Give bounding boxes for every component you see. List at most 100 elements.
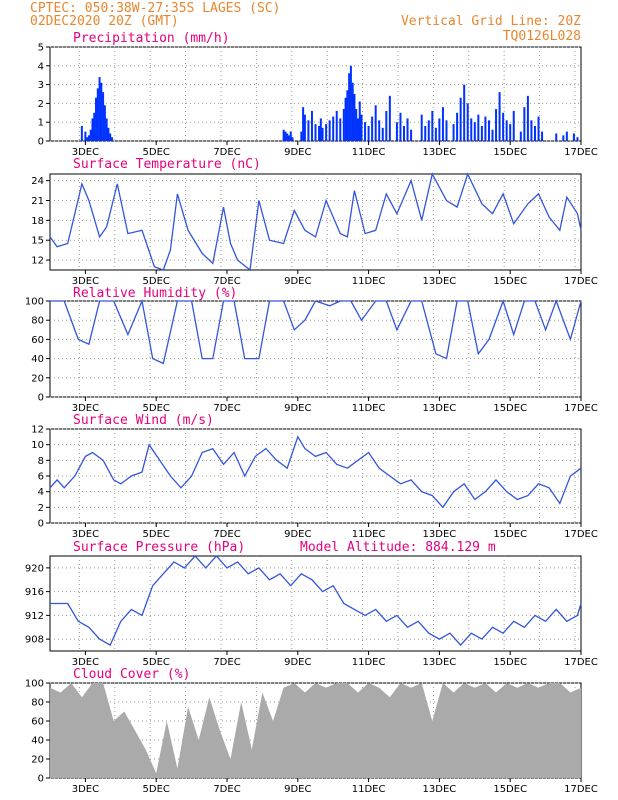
- humidity-xtick-label: 11DEC: [352, 403, 386, 414]
- precipitation-bar: [491, 129, 494, 141]
- precipitation-bar: [509, 124, 512, 141]
- wind-xtick-label: 11DEC: [352, 529, 386, 540]
- precipitation-bar: [533, 125, 536, 141]
- wind-xtick-label: 5DEC: [143, 529, 170, 540]
- pressure-frame: [49, 555, 582, 652]
- precipitation-bar: [399, 112, 402, 141]
- precipitation-bar: [109, 133, 112, 141]
- precipitation-bar: [452, 124, 455, 141]
- precipitation-bar: [342, 109, 345, 141]
- temperature-ytick-label: 12: [31, 256, 44, 267]
- precipitation-bar: [98, 77, 101, 141]
- precipitation-bar: [353, 94, 356, 141]
- precipitation-bar: [356, 118, 359, 141]
- precipitation-bar: [91, 118, 94, 141]
- precipitation-bar: [495, 109, 498, 141]
- precipitation-bar: [459, 97, 462, 141]
- precipitation-bar: [562, 135, 565, 141]
- precipitation-bar: [431, 110, 434, 141]
- precipitation-bar: [339, 118, 342, 141]
- wind-ytick-label: 2: [38, 503, 44, 514]
- temperature-xtick-label: 17DEC: [564, 276, 598, 287]
- precipitation-bar: [406, 118, 409, 141]
- precipitation-bar: [310, 110, 313, 141]
- precipitation-bar: [388, 95, 391, 141]
- precipitation-xtick-label: 11DEC: [352, 147, 386, 158]
- precipitation-bar: [541, 131, 544, 141]
- pressure-ytick-label: 908: [25, 635, 44, 646]
- temperature-ytick-label: 24: [31, 176, 44, 187]
- precipitation-bar: [302, 107, 305, 141]
- precipitation-xtick-label: 3DEC: [72, 147, 99, 158]
- precipitation-bar: [473, 122, 476, 141]
- wind-ytick-label: 8: [38, 456, 44, 467]
- precipitation-bar: [102, 92, 105, 141]
- precipitation-bar: [346, 90, 349, 141]
- precipitation-bar: [403, 125, 405, 141]
- precipitation-xtick-label: 15DEC: [493, 147, 527, 158]
- precipitation-bar: [344, 97, 347, 141]
- precipitation-bar: [498, 92, 501, 141]
- wind-xtick-label: 3DEC: [72, 529, 99, 540]
- precipitation-bar: [358, 101, 361, 141]
- humidity-ytick-label: 20: [31, 373, 44, 384]
- precipitation-bar: [284, 131, 287, 141]
- precipitation-bar: [100, 82, 103, 141]
- precipitation-bar: [321, 127, 324, 141]
- cloud-cover-ytick-label: 60: [31, 717, 44, 728]
- precipitation-bar: [95, 97, 98, 141]
- temperature-ytick-label: 21: [31, 196, 44, 207]
- cloud-cover-ytick-label: 80: [31, 698, 44, 709]
- wind-xtick-label: 13DEC: [423, 529, 457, 540]
- humidity-xtick-label: 7DEC: [213, 403, 240, 414]
- wind-ytick-label: 4: [38, 487, 44, 498]
- precipitation-bar: [438, 118, 441, 141]
- precipitation-bar: [445, 120, 448, 141]
- precipitation-bar: [87, 135, 90, 141]
- precipitation-bar: [93, 112, 96, 141]
- precipitation-ytick-label: 0: [38, 137, 44, 148]
- precipitation-bar: [523, 107, 526, 141]
- precipitation-bar: [367, 125, 370, 141]
- precipitation-bar: [355, 109, 358, 141]
- precipitation-ytick-label: 2: [38, 99, 44, 110]
- precipitation-bar: [530, 120, 533, 141]
- precipitation-bar: [463, 84, 466, 141]
- pressure-ytick-label: 912: [25, 611, 44, 622]
- wind-xtick-label: 9DEC: [284, 529, 311, 540]
- humidity-xtick-label: 13DEC: [423, 403, 457, 414]
- temperature-ytick-label: 18: [31, 216, 44, 227]
- panel-title-humidity: Relative Humidity (%): [73, 286, 237, 301]
- wind-line: [49, 435, 582, 509]
- temperature-xtick-label: 11DEC: [352, 276, 386, 287]
- humidity-ytick-label: 40: [31, 354, 44, 365]
- precipitation-bar: [420, 114, 423, 141]
- header-vertical-grid: Vertical Grid Line: 20Z: [401, 14, 581, 29]
- temperature-xtick-label: 3DEC: [72, 276, 99, 287]
- precipitation-ytick-label: 1: [38, 118, 44, 129]
- precipitation-bar: [572, 133, 575, 141]
- precipitation-bar: [441, 107, 444, 141]
- temperature-xtick-label: 9DEC: [284, 276, 311, 287]
- precipitation-bar: [300, 131, 303, 141]
- precipitation-bar: [487, 120, 490, 141]
- temperature-xtick-label: 7DEC: [213, 276, 240, 287]
- panel-title-precipitation: Precipitation (mm/h): [73, 31, 230, 46]
- precipitation-bar: [519, 131, 522, 141]
- wind-xtick-label: 7DEC: [213, 529, 240, 540]
- precipitation-xtick-label: 13DEC: [423, 147, 457, 158]
- precipitation-bar: [349, 65, 352, 141]
- precipitation-bar: [360, 114, 363, 141]
- pressure-ytick-label: 916: [25, 587, 44, 598]
- precipitation-bar: [537, 116, 540, 141]
- humidity-ytick-label: 80: [31, 316, 44, 327]
- humidity-xtick-label: 3DEC: [72, 403, 99, 414]
- humidity-ytick-label: 100: [25, 297, 44, 308]
- precipitation-bar: [319, 118, 322, 141]
- pressure-xtick-label: 9DEC: [284, 657, 311, 668]
- cloud-cover-xtick-label: 3DEC: [72, 784, 99, 795]
- precipitation-bar: [502, 112, 505, 141]
- cloud-cover-xtick-label: 17DEC: [564, 784, 598, 795]
- precipitation-bar: [434, 127, 437, 141]
